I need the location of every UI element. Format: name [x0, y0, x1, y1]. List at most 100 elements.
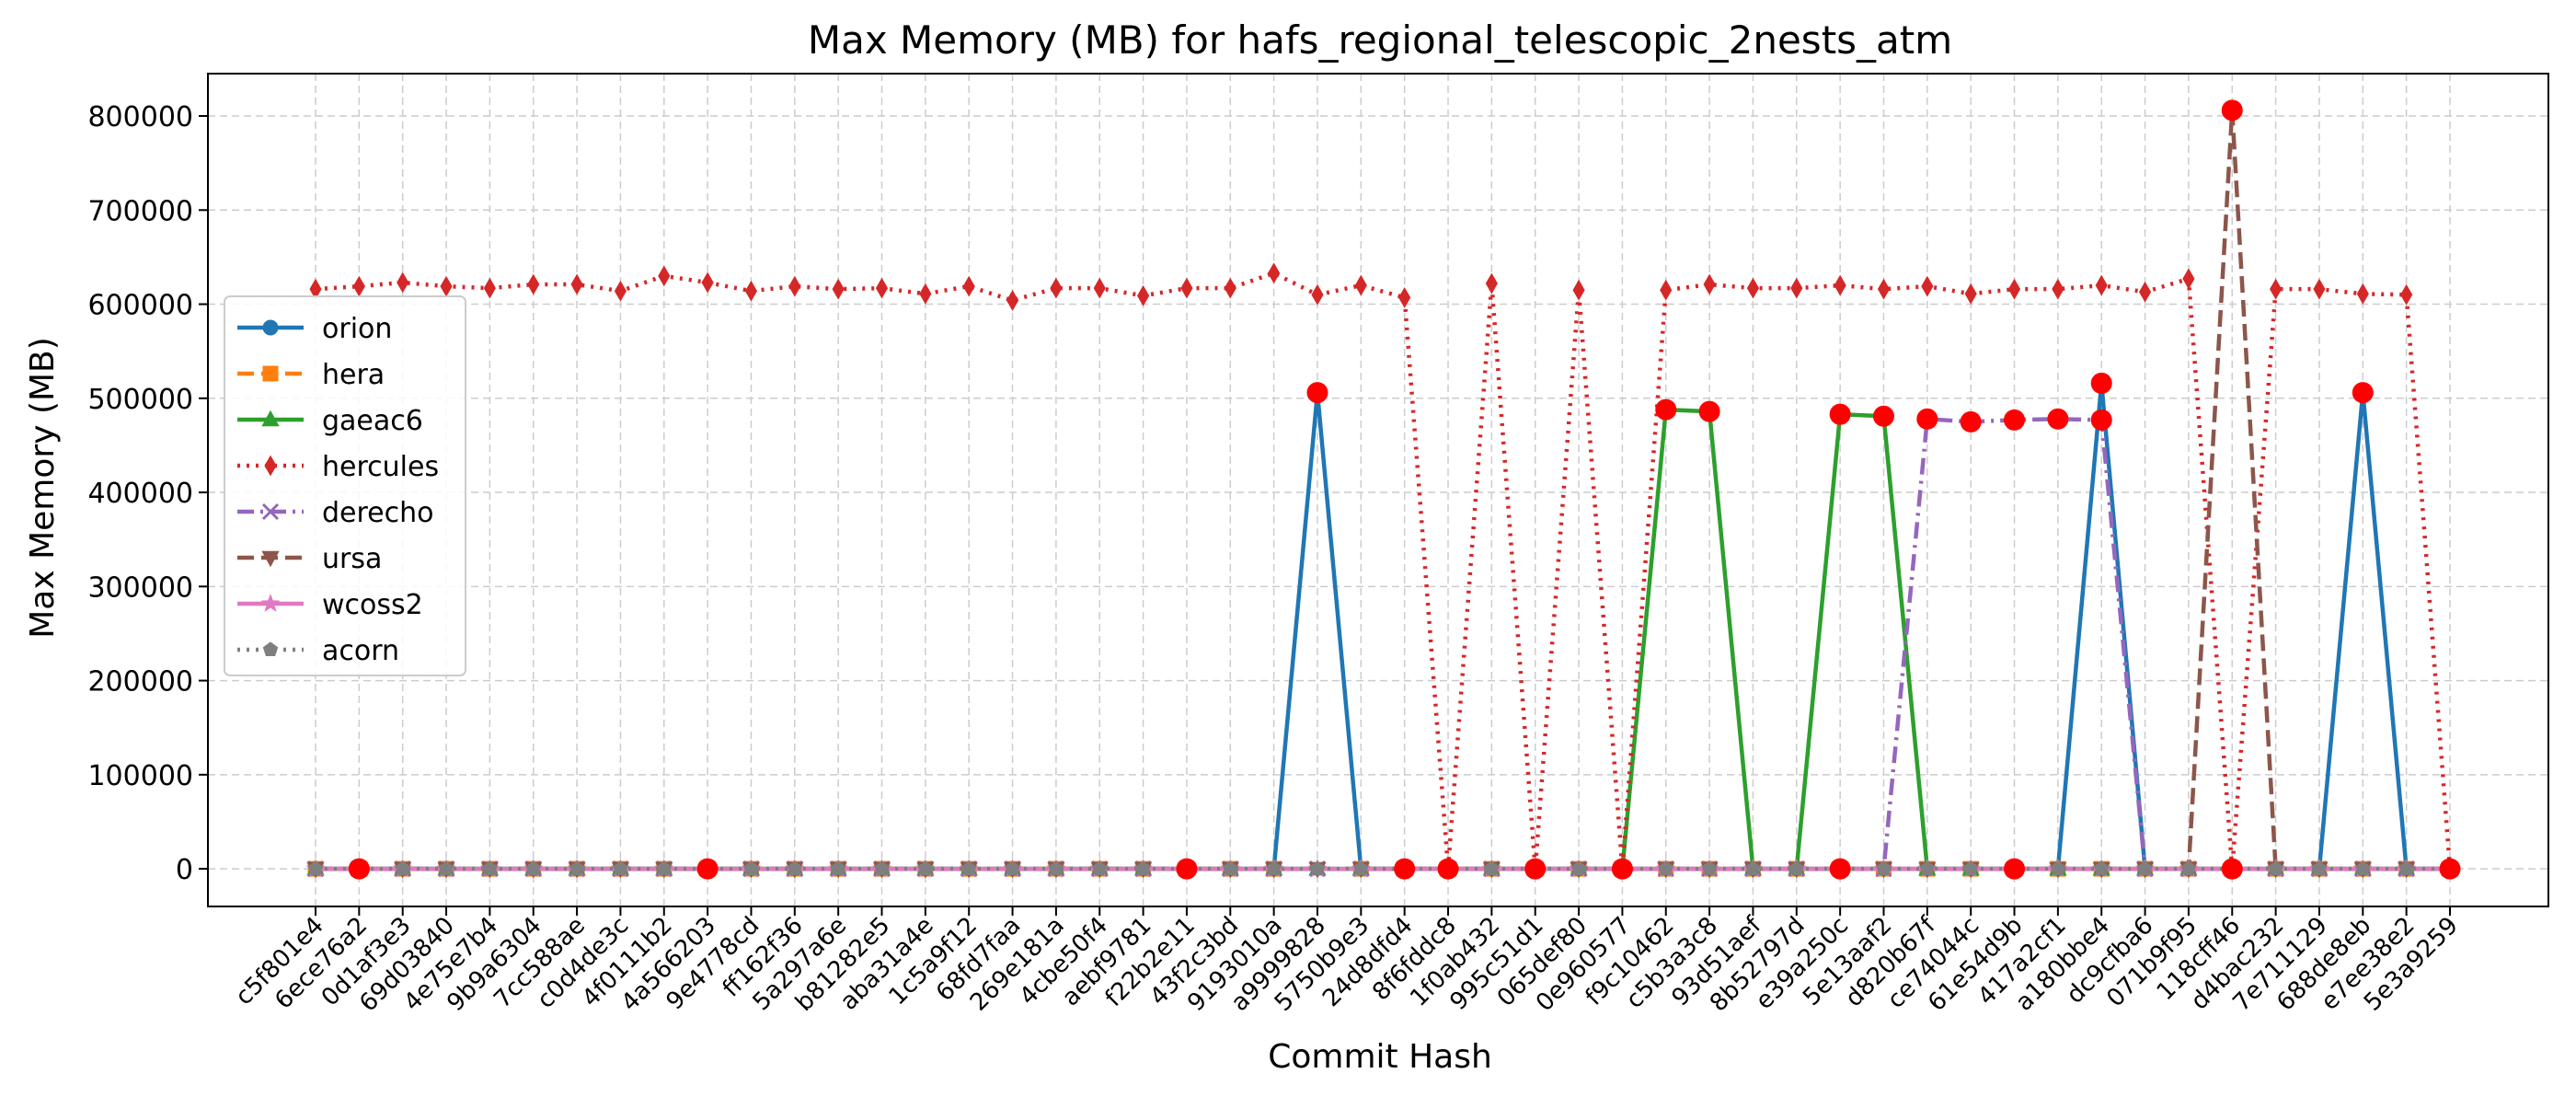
anomaly-point [1394, 858, 1416, 880]
y-tick-label: 500000 [87, 384, 193, 416]
data-point [1266, 860, 1282, 876]
legend-item-derecho: derecho [237, 497, 434, 529]
data-point [743, 860, 759, 876]
legend-item-hercules: hercules [237, 451, 439, 483]
legend-label: wcoss2 [322, 589, 423, 621]
anomaly-point [1655, 398, 1677, 421]
data-point [261, 550, 280, 568]
data-point [525, 860, 541, 876]
data-point [787, 860, 803, 876]
y-axis-label: Max Memory (MB) [24, 337, 62, 639]
anomaly-point [1916, 408, 1938, 430]
data-point [1701, 860, 1718, 876]
data-point [1048, 860, 1064, 876]
data-point [2398, 860, 2414, 876]
anomaly-point [2352, 382, 2374, 404]
data-point [1921, 275, 1934, 297]
data-point [614, 280, 627, 302]
data-point [569, 860, 585, 876]
y-tick-label: 200000 [87, 666, 193, 698]
anomaly-point [696, 858, 719, 880]
data-point [1093, 277, 1106, 299]
data-point [1746, 277, 1760, 299]
legend-label: acorn [322, 635, 399, 667]
legend-label: hercules [322, 451, 439, 483]
data-point [830, 860, 846, 876]
anomaly-point [2047, 408, 2069, 430]
anomaly-point [2090, 372, 2112, 394]
data-point [1964, 283, 1977, 305]
data-point [1092, 860, 1108, 876]
y-tick-label: 700000 [87, 195, 193, 227]
data-point [482, 860, 498, 876]
chart-title: Max Memory (MB) for hafs_regional_telesc… [808, 17, 1952, 63]
data-point [832, 278, 845, 300]
data-point [2268, 860, 2283, 876]
data-point [570, 273, 583, 295]
anomaly-point [1524, 858, 1547, 880]
legend: orion hera gaeac6 hercules derecho ursa wcoss2… [224, 295, 466, 676]
data-point [1309, 860, 1326, 876]
anomaly-point [2221, 99, 2243, 121]
data-point [1180, 277, 1193, 299]
data-point [527, 273, 540, 295]
data-point [2052, 278, 2064, 300]
y-tick-label: 600000 [87, 290, 193, 322]
legend-item-ursa: ursa [237, 543, 382, 575]
data-point [2095, 274, 2108, 296]
anomaly-point [1960, 410, 1982, 433]
anomaly-point [1829, 403, 1851, 425]
data-point [1268, 262, 1281, 284]
data-point [1050, 277, 1063, 299]
x-axis-label: Commit Hash [1268, 1038, 1492, 1076]
data-point [2137, 860, 2153, 876]
data-point [2180, 860, 2197, 876]
data-point [1790, 277, 1803, 299]
data-point [919, 283, 932, 305]
data-point [1223, 860, 1238, 876]
data-point [260, 593, 281, 612]
data-point [1485, 272, 1498, 294]
data-point [2007, 278, 2021, 300]
data-point [2094, 860, 2110, 876]
legend-box [224, 295, 466, 676]
data-point [2138, 281, 2152, 303]
data-point [656, 860, 672, 876]
data-point [483, 277, 496, 299]
data-point [1745, 860, 1761, 876]
anomaly-point [1437, 858, 1459, 880]
anomaly-point [2004, 409, 2026, 431]
data-point [261, 502, 280, 521]
data-point [1572, 279, 1585, 301]
anomaly-point [348, 858, 370, 880]
anomaly-point [1611, 858, 1633, 880]
data-point [262, 365, 279, 382]
data-point [2182, 268, 2195, 290]
data-point [395, 860, 410, 876]
y-tick-label: 400000 [87, 478, 193, 510]
data-point [701, 271, 714, 294]
data-point [1658, 860, 1673, 876]
legend-item-gaeac6: gaeac6 [237, 405, 423, 437]
legend-label: orion [322, 313, 392, 345]
anomaly-point [1829, 858, 1851, 880]
data-point [2311, 860, 2328, 876]
data-point [1224, 277, 1236, 299]
data-point [1137, 284, 1150, 306]
data-point [262, 319, 279, 336]
y-tick-label: 0 [176, 854, 193, 886]
data-point [1354, 274, 1367, 296]
y-tick-label: 300000 [87, 571, 193, 604]
data-point [1005, 860, 1020, 876]
data-point [307, 860, 324, 876]
data-point [261, 410, 280, 427]
y-tick-label: 100000 [87, 760, 193, 792]
data-point [2400, 283, 2413, 306]
data-point [1876, 860, 1892, 876]
data-point [961, 860, 977, 876]
data-point [262, 641, 279, 656]
data-point [917, 860, 934, 876]
anomaly-point [2439, 858, 2461, 880]
y-tick-label: 800000 [87, 101, 193, 133]
data-point [397, 271, 409, 294]
